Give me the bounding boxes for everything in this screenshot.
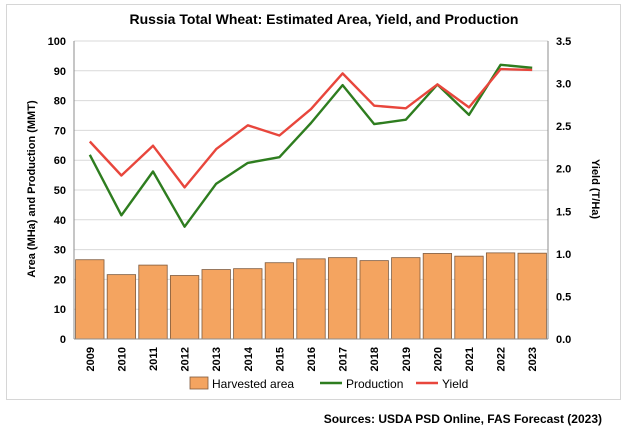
x-tick-label: 2016: [306, 347, 318, 371]
x-tick-label: 2019: [401, 347, 413, 371]
bar-harvested-area: [169, 275, 200, 340]
x-tick-label: 2023: [527, 347, 539, 371]
x-tick-label: 2010: [116, 347, 128, 371]
source-note: Sources: USDA PSD Online, FAS Forecast (…: [324, 412, 602, 426]
x-tick-label: 2022: [496, 347, 508, 371]
legend-swatch-harvested-area: [189, 376, 209, 390]
bar-harvested-area: [485, 252, 516, 340]
x-tick-label: 2009: [85, 347, 97, 371]
x-tick-label: 2017: [338, 347, 350, 371]
y-right-tick-label: 0.5: [556, 291, 571, 303]
y-left-tick-label: 60: [54, 155, 66, 167]
y-right-tick-label: 1.5: [556, 206, 571, 218]
bar-harvested-area: [138, 264, 168, 340]
y-left-tick-label: 70: [54, 125, 66, 137]
bar-harvested-area: [264, 262, 295, 340]
y-left-tick-label: 80: [54, 96, 66, 108]
y-left-tick-label: 0: [60, 334, 66, 346]
y-left-tick-label: 10: [54, 304, 66, 316]
bar-harvested-area: [391, 257, 421, 340]
bar-harvested-area: [454, 255, 484, 340]
line-production: [88, 63, 533, 228]
chart-title: Russia Total Wheat: Estimated Area, Yiel…: [130, 11, 519, 27]
bar-harvested-area: [359, 260, 389, 340]
legend: Harvested area Production Yield: [189, 376, 468, 391]
y-right-tick-label: 1.0: [556, 249, 571, 261]
bar-harvested-area: [75, 259, 105, 340]
x-tick-label: 2021: [464, 347, 476, 371]
bar-harvested-area: [233, 268, 263, 340]
x-tick-label: 2013: [211, 347, 223, 371]
bar-harvested-area: [422, 253, 453, 340]
bar-harvested-area: [327, 257, 358, 340]
y-right-tick-label: 3.5: [556, 36, 571, 48]
y-axis-right-label: Yield (T/Ha): [589, 159, 601, 219]
bar-harvested-area: [296, 258, 326, 340]
legend-label-harvested-area: Harvested area: [212, 377, 294, 391]
bar-harvested-area: [517, 252, 547, 340]
x-tick-label: 2012: [180, 347, 192, 371]
bar-harvested-area: [106, 274, 137, 340]
y-left-tick-label: 90: [54, 66, 66, 78]
y-right-tick-label: 2.0: [556, 164, 571, 176]
y-left-tick-label: 20: [54, 274, 66, 286]
y-right-tick-label: 2.5: [556, 121, 571, 133]
y-right-tick-label: 0.0: [556, 334, 571, 346]
y-axis-left-label: Area (MHa) and Production (MMT): [26, 100, 38, 278]
y-left-tick-label: 30: [54, 245, 66, 257]
line-yield: [88, 67, 533, 189]
y-right-tick-label: 3.0: [556, 79, 571, 91]
y-left-tick-label: 40: [54, 215, 66, 227]
x-tick-label: 2011: [148, 347, 160, 371]
x-tick-label: 2018: [369, 347, 381, 371]
y-left-tick-label: 50: [54, 185, 66, 197]
legend-label-production: Production: [346, 377, 403, 391]
bar-harvested-area: [201, 269, 231, 340]
x-tick-label: 2014: [243, 346, 255, 371]
chart-frame: [6, 4, 621, 400]
x-tick-label: 2020: [432, 347, 444, 371]
legend-label-yield: Yield: [442, 377, 468, 391]
y-left-tick-label: 100: [48, 36, 66, 48]
x-tick-label: 2015: [274, 347, 286, 371]
